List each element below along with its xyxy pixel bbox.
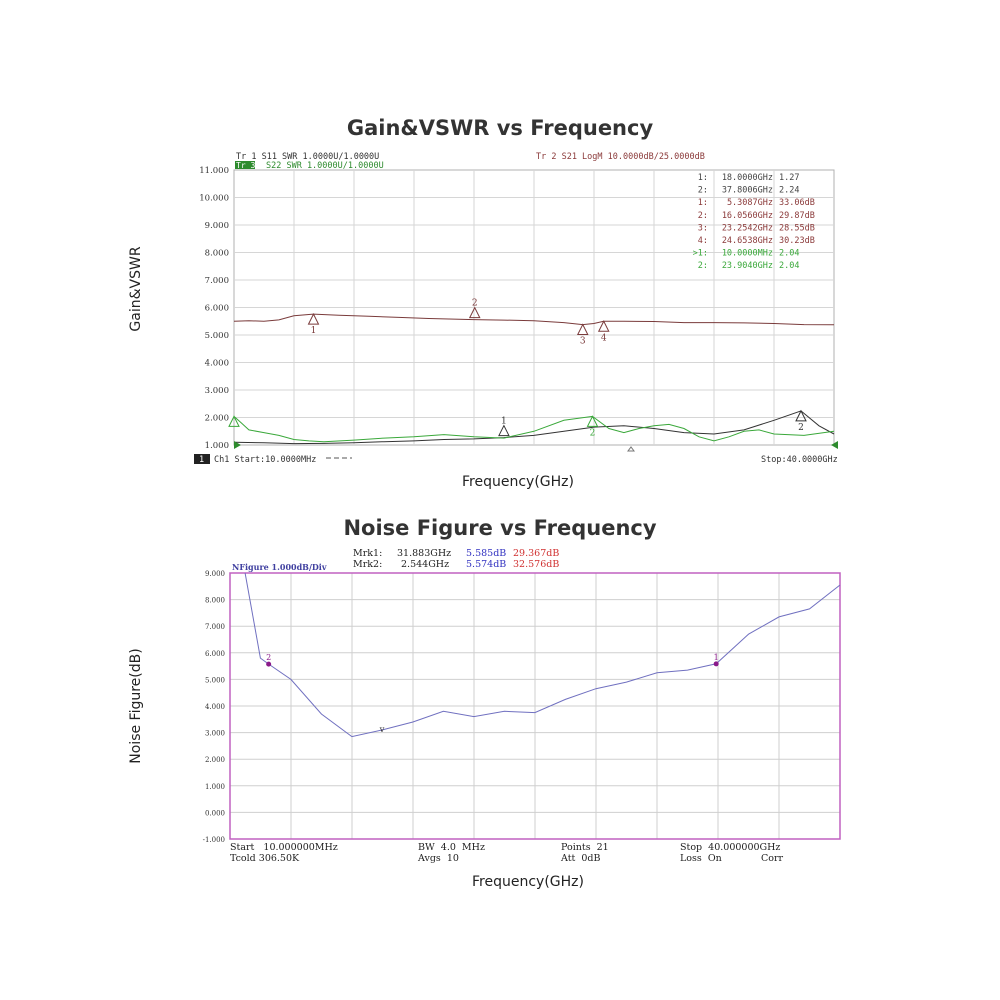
tr3-tag-bg xyxy=(235,161,255,169)
y-tick-label: 6.000 xyxy=(205,304,229,314)
marker-table-id: 4: xyxy=(698,236,708,246)
marker-label: 1 xyxy=(311,326,317,336)
marker-table-id: >1: xyxy=(693,249,708,259)
gain-vswr-marker-table: 1: 18.0000GHz 1.27 2: 37.8006GHz 2.24 1: 5.3087… xyxy=(693,173,815,271)
marker-table-value: 30.23dB xyxy=(779,236,815,246)
marker-table-id: 3: xyxy=(698,223,708,233)
marker-table-value: 28.55dB xyxy=(779,223,815,233)
gain-vswr-xlabel: Frequency(GHz) xyxy=(462,474,574,490)
y-tick-label: 10.000 xyxy=(199,194,229,204)
marker-table-freq: 18.0000GHz xyxy=(722,173,773,183)
marker-label: 2 xyxy=(472,299,478,309)
gain-vswr-series xyxy=(233,313,835,445)
gain-vswr-footer-right: Stop:40.0000GHz xyxy=(761,455,838,465)
marker-table-freq: 5.3087GHz xyxy=(727,198,773,208)
marker-table-freq: 24.6538GHz xyxy=(722,236,773,246)
bottom-marker-arrow xyxy=(627,446,635,452)
noise-figure-title: Noise Figure vs Frequency xyxy=(343,516,657,540)
y-tick-label: 11.000 xyxy=(199,166,229,176)
gain-vswr-yticks: 11.000 10.000 9.000 8.000 7.000 6.000 5.000 4.0… xyxy=(199,166,229,451)
series-line-1 xyxy=(233,313,835,326)
marker-table-value: 2.04 xyxy=(779,261,799,271)
gain-vswr-grid xyxy=(234,170,834,445)
noise-figure-xlabel: Frequency(GHz) xyxy=(472,874,584,890)
y-tick-label: 2.000 xyxy=(205,414,229,424)
gain-vswr-header-right: Tr 2 S21 LogM 10.0000dB/25.0000dB xyxy=(536,152,705,162)
marker-table-id: 1: xyxy=(698,198,708,208)
marker-table-freq: 16.0560GHz xyxy=(722,211,773,221)
gain-vswr-footer-left: Ch1 Start:10.0000MHz xyxy=(214,455,316,465)
gain-vswr-markers: 1 2 3 4 1 2 2 xyxy=(228,299,807,438)
y-tick-label: 1.000 xyxy=(205,441,229,451)
ch1-tag-bg xyxy=(194,454,210,464)
marker-label: 1 xyxy=(501,417,507,427)
marker-label: 4 xyxy=(601,333,607,343)
marker-triangle xyxy=(586,415,599,427)
y-tick-label: 3.000 xyxy=(205,386,229,396)
marker-table-freq: 23.9040GHz xyxy=(722,261,773,271)
gain-vswr-title: Gain&VSWR vs Frequency xyxy=(346,116,654,140)
right-ref-arrow xyxy=(831,441,838,449)
y-tick-label: 7.000 xyxy=(205,276,229,286)
marker-table-value: 2.04 xyxy=(779,249,799,259)
marker-triangle xyxy=(228,415,240,427)
y-tick-label: 5.000 xyxy=(205,331,229,341)
marker-table-value: 33.06dB xyxy=(779,198,815,208)
marker-table-value: 29.87dB xyxy=(779,211,815,221)
left-ref-arrow xyxy=(234,441,241,449)
marker-table-id: 2: xyxy=(698,211,708,221)
marker-triangle xyxy=(795,409,807,422)
gain-vswr-footer-ch: 1 xyxy=(199,455,204,465)
series-line-3 xyxy=(233,415,835,443)
marker-table-id: 1: xyxy=(698,173,708,183)
marker-label: 3 xyxy=(580,337,586,347)
y-tick-label: 9.000 xyxy=(205,221,229,231)
gain-vswr-header-left-1: Tr 1 S11 SWR 1.0000U/1.0000U xyxy=(236,152,379,162)
series-line-2 xyxy=(233,410,835,445)
marker-table-value: 2.24 xyxy=(779,186,799,196)
gain-vswr-tr3-tag: Tr 3 xyxy=(236,161,255,170)
marker-triangle xyxy=(597,320,610,332)
marker-label: 2 xyxy=(798,423,804,433)
y-tick-label: 8.000 xyxy=(205,249,229,259)
marker-table-value: 1.27 xyxy=(779,173,799,183)
gain-vswr-header-left-2: S22 SWR 1.0000U/1.0000U xyxy=(266,161,384,171)
marker-triangle xyxy=(498,424,510,437)
marker-table-freq: 10.0000MHz xyxy=(722,249,773,259)
marker-table-id: 2: xyxy=(698,186,708,196)
marker-label: 2 xyxy=(590,428,596,438)
marker-table-freq: 23.2542GHz xyxy=(722,223,773,233)
marker-table-id: 2: xyxy=(698,261,708,271)
y-tick-label: 4.000 xyxy=(205,359,229,369)
marker-triangle xyxy=(576,323,589,336)
marker-triangle xyxy=(307,312,320,325)
noise-figure-ylabel: Noise Figure(dB) xyxy=(128,648,144,764)
marker-table-freq: 37.8006GHz xyxy=(722,186,773,196)
marker-triangle xyxy=(468,306,481,319)
